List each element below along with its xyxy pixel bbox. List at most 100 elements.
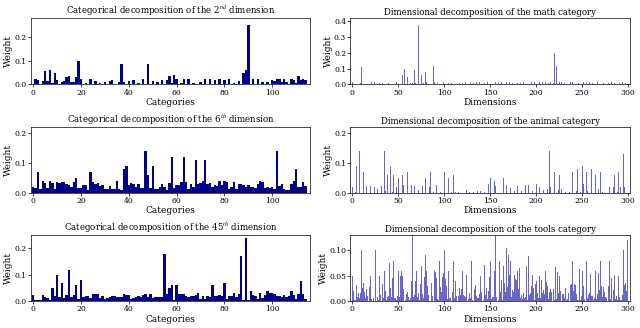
Bar <box>132 181 135 193</box>
Bar <box>300 79 302 85</box>
Bar <box>273 187 276 193</box>
Bar <box>109 183 111 193</box>
Bar <box>142 181 145 193</box>
Bar <box>374 250 376 301</box>
Bar <box>180 300 182 301</box>
Title: Dimensional decomposition of the math category: Dimensional decomposition of the math ca… <box>384 9 596 17</box>
Bar <box>410 298 411 301</box>
Bar <box>605 290 607 301</box>
Bar <box>627 240 628 301</box>
Bar <box>411 188 412 193</box>
Bar <box>147 64 149 85</box>
Bar <box>604 293 605 301</box>
Bar <box>499 260 500 301</box>
Bar <box>214 187 216 193</box>
Bar <box>39 296 42 301</box>
Bar <box>278 78 280 85</box>
Bar <box>137 295 140 301</box>
Y-axis label: Weight: Weight <box>319 252 328 284</box>
Bar <box>474 289 475 301</box>
Y-axis label: Weight: Weight <box>324 144 333 176</box>
Bar <box>547 286 548 301</box>
Bar <box>534 300 535 301</box>
Bar <box>625 283 626 301</box>
Bar <box>142 79 145 85</box>
Bar <box>63 294 65 301</box>
Bar <box>626 291 627 301</box>
Bar <box>75 178 77 193</box>
Bar <box>506 248 507 301</box>
Bar <box>545 84 546 85</box>
Bar <box>369 287 370 301</box>
Bar <box>216 184 218 193</box>
Bar <box>135 183 137 193</box>
Bar <box>188 80 190 85</box>
Bar <box>574 283 575 301</box>
Bar <box>97 189 99 193</box>
Bar <box>243 188 244 193</box>
Bar <box>523 293 524 301</box>
Bar <box>244 70 247 85</box>
Bar <box>244 189 247 193</box>
Bar <box>595 271 596 301</box>
Bar <box>168 288 171 301</box>
Bar <box>51 79 54 85</box>
Bar <box>575 285 576 301</box>
Bar <box>532 275 533 301</box>
X-axis label: Dimensions: Dimensions <box>463 98 517 107</box>
Bar <box>468 300 470 301</box>
Bar <box>517 84 518 85</box>
Bar <box>413 297 414 301</box>
Bar <box>451 187 452 193</box>
Bar <box>392 278 393 301</box>
Bar <box>588 296 589 301</box>
Bar <box>383 298 384 301</box>
Bar <box>94 80 97 85</box>
X-axis label: Categories: Categories <box>146 315 196 324</box>
Bar <box>554 300 555 301</box>
Bar <box>140 298 142 301</box>
Bar <box>466 188 467 193</box>
Bar <box>509 275 510 301</box>
Bar <box>615 299 616 301</box>
Bar <box>152 166 154 193</box>
Bar <box>564 83 565 85</box>
Bar <box>35 181 37 193</box>
Bar <box>440 189 441 193</box>
Bar <box>388 276 389 301</box>
Bar <box>541 280 542 301</box>
Bar <box>357 297 358 301</box>
Bar <box>492 297 493 301</box>
Bar <box>39 183 42 193</box>
Y-axis label: Weight: Weight <box>324 35 333 68</box>
Bar <box>161 298 163 301</box>
Bar <box>361 250 362 301</box>
Bar <box>613 290 614 301</box>
Bar <box>412 234 413 301</box>
Bar <box>515 279 516 301</box>
Bar <box>431 283 432 301</box>
Bar <box>461 289 462 301</box>
Bar <box>257 81 259 85</box>
Bar <box>489 277 490 301</box>
Bar <box>593 300 594 301</box>
Bar <box>166 83 168 85</box>
Bar <box>358 293 359 301</box>
Bar <box>418 25 419 85</box>
Bar <box>371 299 372 301</box>
Bar <box>367 296 368 301</box>
Bar <box>44 72 46 85</box>
Bar <box>44 296 46 301</box>
Bar <box>577 300 578 301</box>
Bar <box>233 183 235 193</box>
Bar <box>399 296 401 301</box>
Bar <box>247 189 250 193</box>
Bar <box>61 283 63 301</box>
Bar <box>624 285 625 301</box>
Bar <box>80 80 82 85</box>
Bar <box>553 83 554 85</box>
Bar <box>228 296 230 301</box>
Bar <box>56 181 58 193</box>
Bar <box>592 82 593 85</box>
Bar <box>393 175 394 193</box>
